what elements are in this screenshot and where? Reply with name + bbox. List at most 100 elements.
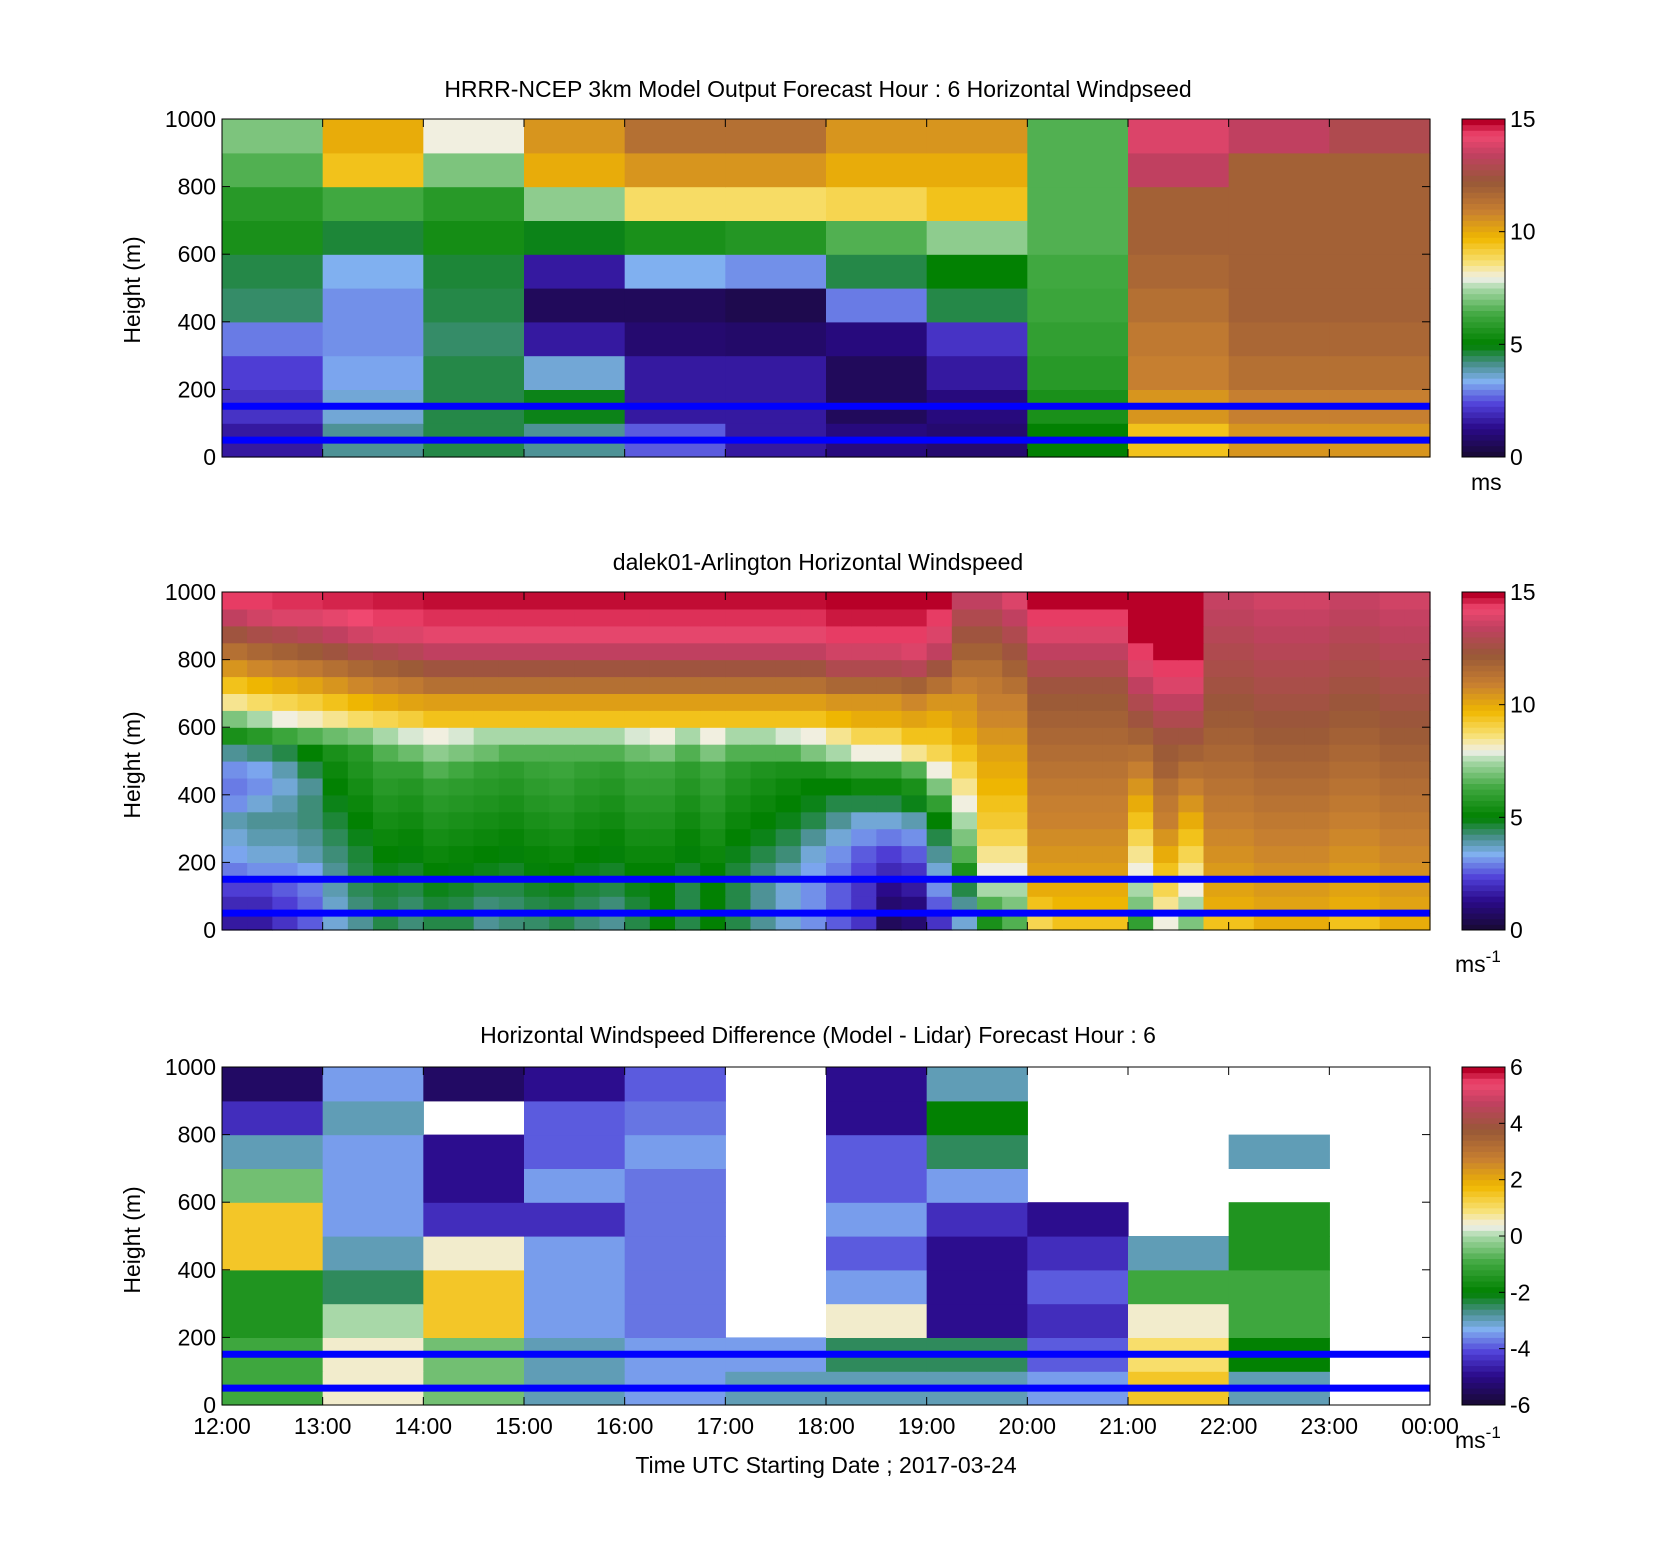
heatmap-cell	[775, 642, 802, 661]
heatmap-cell	[725, 710, 752, 728]
heatmap-cell	[1077, 811, 1104, 830]
heatmap-cell	[876, 676, 903, 694]
heatmap-cell	[826, 727, 852, 745]
colorbar-swatch	[1462, 327, 1505, 334]
heatmap-cell	[826, 828, 852, 847]
colorbar-swatch	[1462, 800, 1505, 807]
heatmap-cell	[1304, 676, 1330, 694]
heatmap-cell	[851, 693, 877, 711]
colorbar-swatch	[1462, 693, 1505, 700]
colorbar-swatch	[1462, 1303, 1505, 1310]
heatmap-cell	[1228, 220, 1330, 255]
colorbar-swatch	[1462, 1281, 1505, 1288]
heatmap-cell	[1329, 288, 1431, 323]
heatmap-cell	[347, 693, 374, 711]
panel-2-reference-lines	[222, 875, 1430, 917]
heatmap-cell	[498, 879, 525, 897]
heatmap-cell	[700, 761, 726, 779]
heatmap-cell	[222, 845, 248, 863]
colorbar-swatch	[1462, 1382, 1505, 1389]
heatmap-cell	[876, 794, 903, 813]
heatmap-cell	[901, 744, 928, 762]
heatmap-cell	[851, 642, 877, 661]
heatmap-cell	[599, 845, 626, 863]
heatmap-cell	[1304, 727, 1330, 745]
heatmap-cell	[1329, 913, 1356, 931]
heatmap-cell	[624, 1202, 726, 1237]
heatmap-cell	[1279, 608, 1305, 627]
heatmap-cell	[1329, 828, 1356, 847]
heatmap-cell	[700, 676, 726, 694]
heatmap-cell	[247, 896, 273, 914]
colorbar-swatch	[1462, 383, 1505, 390]
heatmap-cell	[1304, 608, 1330, 627]
heatmap-cell	[498, 761, 525, 779]
heatmap-cell	[1002, 693, 1028, 711]
heatmap-cell	[524, 659, 550, 678]
heatmap-cell	[725, 761, 752, 779]
heatmap-cell	[423, 913, 450, 931]
heatmap-cell	[624, 879, 651, 897]
colorbar-swatch	[1462, 839, 1505, 846]
heatmap-cell	[1203, 744, 1230, 762]
heatmap-cell	[1228, 659, 1255, 678]
heatmap-cell	[800, 710, 827, 728]
heatmap-cell	[1178, 642, 1205, 661]
heatmap-cell	[1128, 676, 1154, 694]
heatmap-cell	[1304, 828, 1330, 847]
heatmap-cell	[599, 913, 626, 931]
panel-1-title: HRRR-NCEP 3km Model Output Forecast Hour…	[444, 76, 1191, 102]
heatmap-cell	[1128, 811, 1154, 830]
heatmap-cell	[1304, 896, 1330, 914]
heatmap-cell	[876, 625, 903, 644]
heatmap-cell	[851, 862, 877, 880]
colorbar-swatch	[1462, 1376, 1505, 1383]
heatmap-cell	[1052, 761, 1079, 779]
heatmap-cell	[977, 659, 1003, 678]
colorbar-swatch	[1462, 777, 1505, 785]
heatmap-cell	[1329, 625, 1356, 644]
heatmap-cell	[423, 1067, 525, 1102]
heatmap-cell	[1379, 625, 1406, 644]
heatmap-cell	[1128, 794, 1154, 813]
heatmap-cell	[624, 152, 726, 188]
colorbar-swatch	[1462, 1128, 1505, 1136]
heatmap-cell	[1052, 710, 1079, 728]
colorbar-swatch	[1462, 670, 1505, 677]
colorbar-swatch	[1462, 901, 1505, 908]
heatmap-cell	[1279, 777, 1305, 796]
y-tick-label: 200	[178, 1324, 216, 1350]
heatmap-cell	[1203, 862, 1230, 880]
panel-3-title: Horizontal Windspeed Difference (Model -…	[480, 1022, 1156, 1048]
heatmap-cell	[977, 828, 1003, 847]
heatmap-cell	[1178, 913, 1205, 931]
colorbar-swatch	[1462, 828, 1505, 835]
heatmap-cell	[423, 1303, 525, 1338]
heatmap-cell	[1027, 777, 1054, 796]
heatmap-cell	[1329, 896, 1356, 914]
colorbar-swatch	[1462, 293, 1505, 300]
heatmap-cell	[1253, 794, 1280, 813]
heatmap-cell	[926, 1100, 1028, 1136]
heatmap-cell	[1404, 608, 1431, 627]
heatmap-cell	[524, 794, 550, 813]
heatmap-cell	[473, 727, 500, 745]
heatmap-cell	[1404, 845, 1431, 863]
y-tick-label: 600	[178, 1189, 216, 1215]
heatmap-cell	[247, 913, 273, 931]
heatmap-cell	[1228, 727, 1255, 745]
heatmap-cell	[725, 777, 752, 796]
heatmap-cell	[1329, 710, 1356, 728]
heatmap-cell	[423, 321, 525, 357]
heatmap-cell	[1153, 592, 1179, 610]
heatmap-cell	[624, 862, 651, 880]
heatmap-cell	[1002, 828, 1028, 847]
y-tick-label: 800	[178, 1122, 216, 1148]
heatmap-cell	[649, 693, 676, 711]
heatmap-cell	[851, 744, 877, 762]
colorbar-swatch	[1462, 868, 1505, 875]
heatmap-cell	[1279, 676, 1305, 694]
heatmap-cell	[297, 710, 324, 728]
heatmap-cell	[524, 761, 550, 779]
heatmap-cell	[272, 828, 299, 847]
